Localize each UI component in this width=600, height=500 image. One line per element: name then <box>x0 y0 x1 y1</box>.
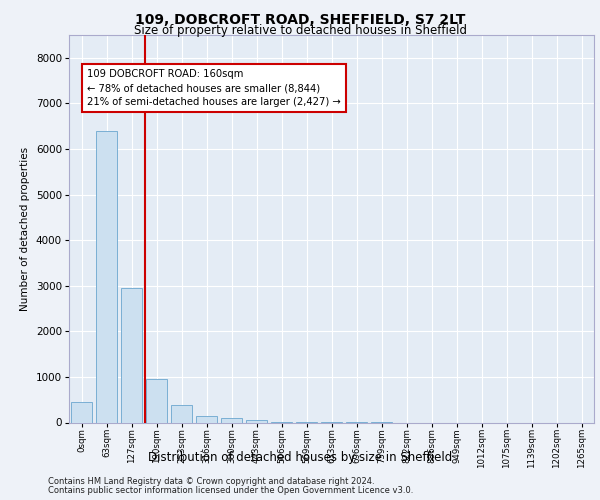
Bar <box>146 379 167 422</box>
Text: Contains HM Land Registry data © Crown copyright and database right 2024.: Contains HM Land Registry data © Crown c… <box>48 477 374 486</box>
Text: 109 DOBCROFT ROAD: 160sqm
← 78% of detached houses are smaller (8,844)
21% of se: 109 DOBCROFT ROAD: 160sqm ← 78% of detac… <box>87 69 341 107</box>
Bar <box>221 418 242 422</box>
Bar <box>246 420 267 422</box>
Bar <box>196 416 217 422</box>
Bar <box>121 288 142 422</box>
Text: Distribution of detached houses by size in Sheffield: Distribution of detached houses by size … <box>148 451 452 464</box>
Text: Contains public sector information licensed under the Open Government Licence v3: Contains public sector information licen… <box>48 486 413 495</box>
Bar <box>171 405 192 422</box>
Bar <box>96 130 117 422</box>
Y-axis label: Number of detached properties: Number of detached properties <box>20 146 31 311</box>
Text: Size of property relative to detached houses in Sheffield: Size of property relative to detached ho… <box>133 24 467 37</box>
Bar <box>71 402 92 422</box>
Text: 109, DOBCROFT ROAD, SHEFFIELD, S7 2LT: 109, DOBCROFT ROAD, SHEFFIELD, S7 2LT <box>135 12 465 26</box>
